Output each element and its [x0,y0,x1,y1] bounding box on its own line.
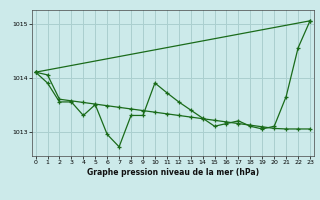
X-axis label: Graphe pression niveau de la mer (hPa): Graphe pression niveau de la mer (hPa) [87,168,259,177]
